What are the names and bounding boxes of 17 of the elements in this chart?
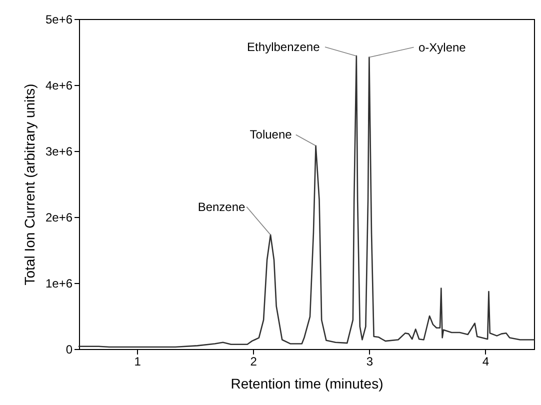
annotation: Ethylbenzene [247, 40, 320, 54]
y-tick-label: 5e+6 [45, 12, 73, 26]
y-tick-label: 4e+6 [45, 78, 73, 92]
y-tick-label: 1e+6 [45, 276, 73, 290]
x-tick-label: 2 [250, 354, 258, 368]
y-axis-title: Total Ion Current (arbitrary units) [21, 84, 38, 286]
y-tick-label: 2e+6 [45, 210, 73, 224]
x-tick-label: 1 [134, 354, 142, 368]
x-axis-title: Retention time (minutes) [230, 376, 384, 392]
x-tick-label: 4 [482, 354, 490, 368]
annotation: Benzene [198, 200, 246, 214]
x-tick-label: 3 [366, 354, 374, 368]
y-tick-label: 0 [66, 342, 73, 356]
annotation: o-Xylene [418, 40, 466, 54]
y-tick-label: 3e+6 [45, 144, 73, 158]
line-series [78, 55, 535, 348]
annotation: Toluene [250, 128, 292, 142]
